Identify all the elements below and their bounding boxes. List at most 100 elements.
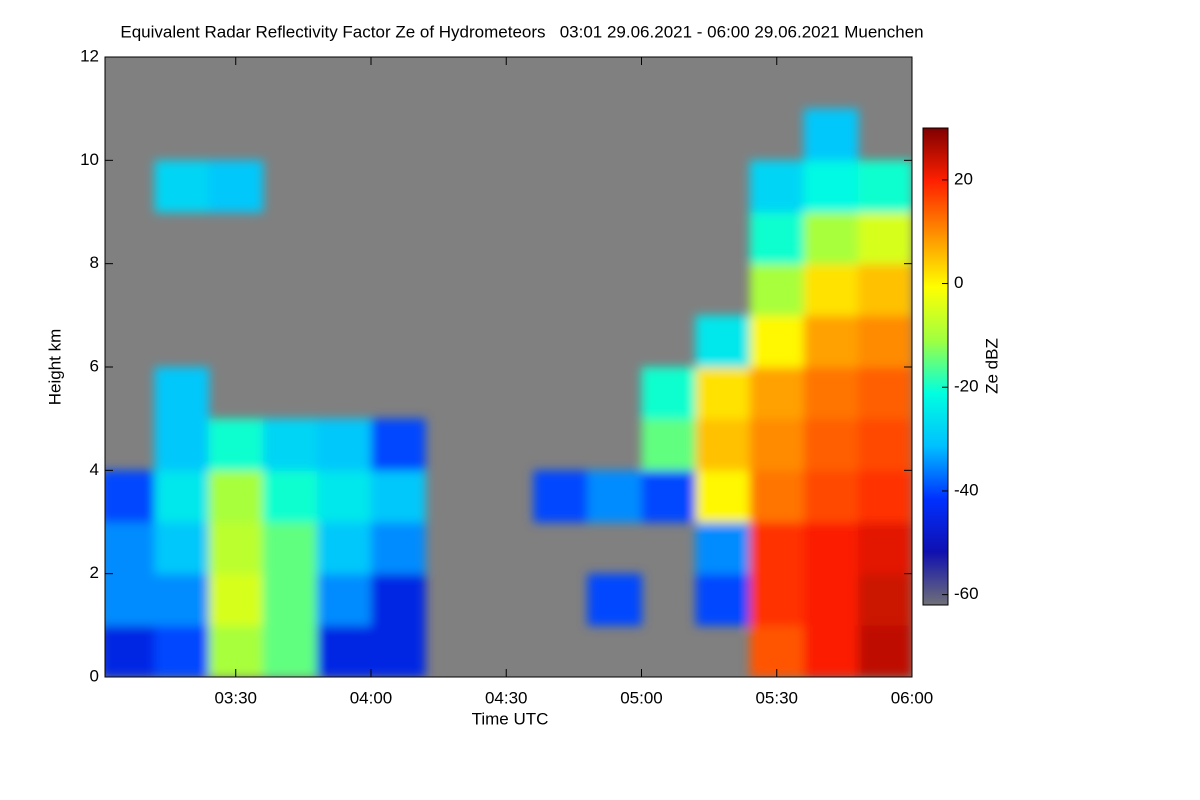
heatmap-cell (749, 367, 805, 420)
x-tick-label: 06:00 (891, 688, 934, 707)
x-tick-label: 05:30 (755, 688, 798, 707)
chart-title: Equivalent Radar Reflectivity Factor Ze … (120, 22, 923, 41)
heatmap-cell (803, 367, 859, 420)
heatmap-cell (857, 212, 912, 265)
colorbar-tick-label: 20 (954, 169, 973, 188)
heatmap-cell (803, 522, 859, 575)
heatmap-cell (803, 573, 859, 626)
heatmap-cell (857, 470, 912, 523)
heatmap-cell (316, 470, 372, 523)
heatmap-cell (749, 470, 805, 523)
heatmap-cell (857, 625, 912, 677)
heatmap-cell (803, 470, 859, 523)
heatmap-cell (262, 470, 318, 523)
heatmap-cell (154, 470, 210, 523)
x-tick-label: 05:00 (620, 688, 663, 707)
y-tick-label: 10 (80, 150, 99, 169)
heatmap-cell (587, 470, 642, 523)
x-tick-label: 04:30 (485, 688, 528, 707)
heatmap-cell (370, 470, 426, 523)
y-axis-label: Height km (45, 329, 64, 406)
heatmap-cell (370, 418, 426, 471)
heatmap-cell (695, 315, 751, 368)
heatmap-cell (803, 418, 859, 471)
heatmap-cell (316, 418, 372, 471)
heatmap-cell (316, 625, 372, 677)
heatmap-cell (641, 418, 697, 471)
heatmap-cell (641, 367, 697, 420)
heatmap-cell (749, 263, 805, 316)
heatmap-cell (262, 625, 318, 677)
heatmap-cell (370, 522, 426, 575)
heatmap-cell (587, 573, 642, 626)
y-tick-label: 2 (90, 563, 99, 582)
heatmap-cell (857, 573, 912, 626)
heatmap-cell (803, 108, 859, 161)
heatmap-cell (262, 522, 318, 575)
heatmap-cell (105, 573, 156, 626)
heatmap-cell (857, 315, 912, 368)
heatmap-cell (803, 212, 859, 265)
heatmap-cell (695, 573, 751, 626)
heatmap-cell (749, 160, 805, 213)
heatmap-cell (803, 160, 859, 213)
colorbar (922, 127, 949, 606)
heatmap-cell (695, 367, 751, 420)
heatmap-cells (105, 108, 912, 677)
heatmap-cell (803, 625, 859, 677)
y-tick-label: 12 (80, 46, 99, 65)
heatmap-cell (208, 573, 264, 626)
heatmap-cell (208, 418, 264, 471)
heatmap-cell (533, 470, 588, 523)
heatmap-cell (154, 367, 210, 420)
heatmap-cell (262, 573, 318, 626)
heatmap-cell (803, 315, 859, 368)
colorbar-tick-label: -60 (954, 584, 979, 603)
heatmap-cell (208, 470, 264, 523)
heatmap-cell (105, 470, 156, 523)
heatmap-cell (857, 367, 912, 420)
heatmap-cell (857, 160, 912, 213)
heatmap-cell (749, 315, 805, 368)
x-axis-label: Time UTC (472, 709, 549, 728)
heatmap-cell (262, 418, 318, 471)
colorbar-label: Ze dBZ (982, 338, 1001, 394)
heatmap-cell (749, 522, 805, 575)
heatmap-cell (208, 522, 264, 575)
heatmap-cell (695, 470, 751, 523)
heatmap-cell (316, 573, 372, 626)
heatmap-cell (857, 263, 912, 316)
heatmap-cell (105, 522, 156, 575)
heatmap-cell (641, 470, 697, 523)
heatmap-cell (749, 625, 805, 677)
colorbar-tick-label: 0 (954, 273, 963, 292)
colorbar-tick-label: -20 (954, 377, 979, 396)
heatmap-cell (695, 418, 751, 471)
heatmap-cell (749, 418, 805, 471)
heatmap-cell (370, 573, 426, 626)
colorbar-tick-label: -40 (954, 480, 979, 499)
heatmap-cell (695, 522, 751, 575)
heatmap-cell (857, 522, 912, 575)
heatmap-cell (154, 573, 210, 626)
heatmap-cell (857, 418, 912, 471)
x-tick-label: 03:30 (214, 688, 257, 707)
heatmap-cell (154, 160, 210, 213)
heatmap-cell (105, 625, 156, 677)
y-tick-label: 6 (90, 356, 99, 375)
heatmap-cell (370, 625, 426, 677)
y-tick-label: 4 (90, 460, 99, 479)
heatmap-cell (154, 522, 210, 575)
heatmap-cell (803, 263, 859, 316)
heatmap-cell (749, 573, 805, 626)
heatmap-cell (154, 625, 210, 677)
heatmap-cell (208, 625, 264, 677)
heatmap-cell (749, 212, 805, 265)
y-tick-label: 0 (90, 666, 99, 685)
heatmap-cell (316, 522, 372, 575)
heatmap-cell (208, 160, 264, 213)
x-tick-label: 04:00 (350, 688, 393, 707)
heatmap (105, 108, 912, 677)
y-tick-label: 8 (90, 253, 99, 272)
